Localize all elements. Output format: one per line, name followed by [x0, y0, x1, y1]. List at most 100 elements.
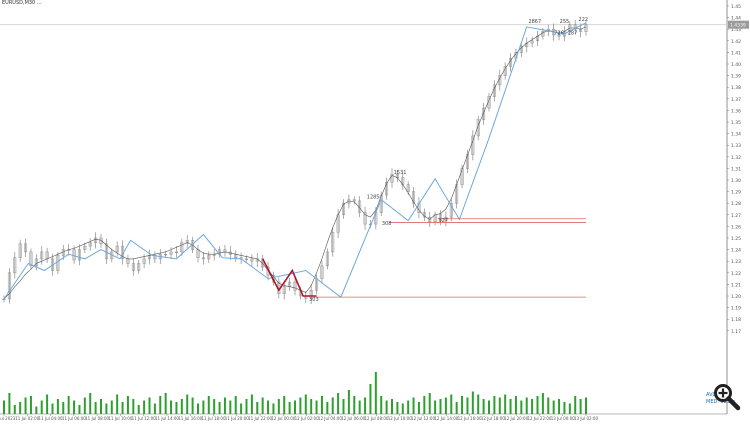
candle-body [201, 257, 205, 260]
volume-bar [277, 399, 280, 414]
candle-body [390, 173, 394, 183]
volume-bar [67, 396, 70, 414]
volume-bar [385, 400, 388, 414]
volume-bar [240, 403, 243, 414]
volume-bar [461, 396, 464, 414]
price-tick-label: 1.41 [731, 50, 741, 56]
candle-body [29, 251, 33, 267]
candle-body [174, 251, 178, 253]
swing-label: 303 [309, 297, 319, 303]
volume-bar [552, 400, 555, 414]
volume-bar [46, 394, 49, 414]
time-tick-label: 12 Jul 18:00 [481, 416, 505, 421]
candle-body [428, 216, 432, 223]
volume-bar [493, 396, 496, 414]
candle-body [325, 251, 329, 267]
candle-body [449, 202, 453, 218]
candle-body [471, 135, 475, 155]
time-tick-label: 12 Jul 22:00 [527, 416, 551, 421]
volume-bar [541, 393, 544, 414]
candle-body [180, 242, 184, 253]
price-tick-label: 1.36 [731, 108, 741, 114]
candle-body [352, 199, 356, 202]
volume-bar [148, 397, 151, 414]
price-tick-label: 1.44 [731, 16, 741, 22]
volume-bar [358, 400, 361, 414]
swing-label: 2867 [528, 19, 541, 25]
volume-bar [267, 400, 270, 414]
candle-body [169, 251, 173, 255]
time-tick-label: 11 Jul 20:00 [225, 416, 249, 421]
volume-bar [175, 402, 178, 414]
price-tick-label: 1.25 [731, 236, 741, 242]
volume-bar [520, 400, 523, 414]
volume-bar [73, 400, 76, 414]
price-bars [2, 19, 588, 305]
zigzag-line-blue [3, 22, 587, 300]
time-tick-label: 12 Jul 16:00 [458, 416, 482, 421]
volume-bar [121, 402, 124, 414]
candle-body [13, 257, 17, 274]
volume-bar [180, 399, 183, 414]
candle-body [94, 237, 98, 243]
volume-bar [574, 396, 577, 414]
current-price-label: 1.4339 [730, 23, 746, 29]
volume-bar [547, 397, 550, 414]
candle-body [207, 255, 211, 260]
volume-bar [525, 397, 528, 414]
volume-bar [563, 402, 566, 414]
volume-bar [585, 397, 587, 414]
volume-bar [482, 399, 485, 414]
symbol-label: EURUSD,M30 [2, 0, 36, 6]
volume-bar [347, 390, 350, 414]
volume-bar [250, 394, 253, 414]
grid [0, 0, 728, 414]
volume-bar [35, 406, 38, 414]
time-tick-label: 11 Jul 18:00 [202, 416, 226, 421]
time-tick-label: 11 Jul 04:00 [39, 416, 63, 421]
swing-label: 255 [560, 19, 570, 25]
time-tick-label: 13 Jul 00:00 [551, 416, 575, 421]
candle-body [77, 249, 81, 261]
time-tick-label: 12 Jul 02:00 [295, 416, 319, 421]
volume-bar [315, 400, 318, 414]
volume-bar [234, 396, 237, 414]
volume-bar [504, 394, 507, 414]
stats-panel: AVG MED: 323 p [706, 392, 742, 406]
volume-bar [466, 397, 469, 414]
candle-body [460, 168, 464, 185]
price-tick-label: 1.22 [731, 271, 741, 277]
candle-body [530, 40, 534, 44]
avg-label: AVG [706, 392, 717, 398]
volume-bar [164, 393, 167, 414]
time-tick-label: 11 Jul 22:00 [248, 416, 272, 421]
volume-bar [477, 394, 480, 414]
price-tick-label: 1.24 [731, 248, 741, 254]
volume-bar [412, 397, 415, 414]
header-info: ... [36, 0, 42, 6]
volume-bar [401, 403, 404, 414]
candle-body [439, 214, 442, 221]
chart-header: EURUSD,M30 ... [2, 0, 42, 6]
zigzag-lines [3, 22, 587, 300]
volume-bar [94, 402, 97, 414]
price-tick-label: 1.37 [731, 97, 741, 103]
support-levels [313, 218, 586, 298]
volume-bar [256, 402, 259, 414]
volume-bar [29, 396, 32, 414]
zoom-icon[interactable] [712, 382, 742, 412]
volume-bar [19, 402, 22, 414]
price-tick-label: 1.30 [731, 178, 741, 184]
candle-body [250, 258, 254, 262]
time-tick-label: 12 Jul 14:00 [434, 416, 458, 421]
volume-bar [455, 402, 458, 414]
candle-body [24, 243, 28, 253]
volume-bar [558, 399, 561, 414]
candle-body [584, 24, 588, 32]
time-tick-label: 11 Jul 02:00 [15, 416, 39, 421]
swing-label: 222 [579, 17, 589, 23]
volume-bar [471, 391, 474, 414]
time-tick-label: 11 Jul 12:00 [132, 416, 156, 421]
volume-bar [223, 397, 226, 414]
